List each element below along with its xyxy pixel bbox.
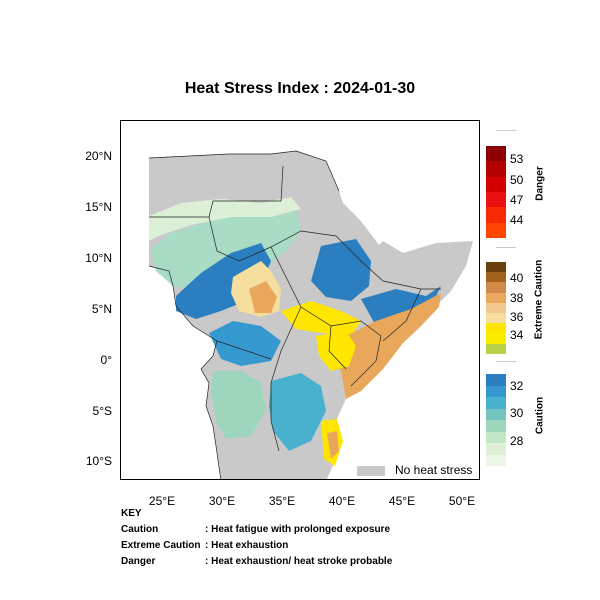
danger-color-step	[486, 191, 506, 208]
key-term: Caution	[121, 524, 159, 535]
caution-color-step	[486, 397, 506, 409]
no-heat-stress-swatch	[357, 466, 385, 476]
southsudan-yellow	[281, 301, 361, 336]
sahel-light-caution	[151, 209, 301, 291]
colorbar-danger	[486, 146, 506, 238]
extreme-tick: 40	[510, 271, 524, 285]
tanzania-orange	[327, 431, 339, 459]
caution-color-step	[486, 420, 506, 432]
no-heat-stress-label: No heat stress	[395, 463, 473, 477]
extreme-color-step	[486, 262, 506, 273]
danger-tick: 44	[510, 213, 524, 227]
caution-title: Caution	[534, 396, 546, 435]
lon-tick: 35°E	[268, 494, 296, 508]
extreme-color-step	[486, 292, 506, 303]
colorbar-low-rule	[496, 361, 516, 362]
caution-color-step	[486, 408, 506, 420]
caution-color-step	[486, 454, 506, 466]
west-blue-caution	[209, 321, 281, 366]
danger-tick: 47	[510, 193, 524, 207]
lat-tick: 5°N	[91, 302, 112, 316]
kenya-yellow	[316, 331, 356, 371]
lat-tick: 20°N	[85, 149, 112, 163]
caution-color-step	[486, 385, 506, 397]
lon-tick: 45°E	[388, 494, 416, 508]
sahel-pale-band	[149, 197, 301, 241]
key-term: Danger	[121, 556, 156, 567]
red-sea	[339, 191, 383, 245]
caution-tick: 32	[510, 379, 524, 393]
map-title: Heat Stress Index : 2024-01-30	[184, 80, 416, 97]
congo-blue	[269, 373, 326, 451]
extreme-color-step	[486, 272, 506, 283]
lat-tick: 10°S	[85, 454, 112, 468]
extreme-tick: 34	[510, 328, 524, 342]
lat-tick: 10°N	[85, 251, 112, 265]
caution-color-step	[486, 431, 506, 443]
extreme-color-step	[486, 313, 506, 324]
danger-color-step	[486, 161, 506, 177]
danger-color-step	[486, 176, 506, 192]
horn-orange	[326, 293, 441, 399]
danger-color-step	[486, 222, 506, 238]
colorbar-mid-rule	[496, 247, 516, 248]
caution-color-step	[486, 443, 506, 455]
extreme-color-step	[486, 343, 506, 354]
map-canvas	[148, 150, 473, 479]
sahel-blue-caution	[176, 243, 271, 319]
extreme-color-step	[486, 333, 506, 344]
danger-tick: 53	[510, 152, 524, 166]
extreme-tick: 38	[510, 291, 524, 305]
caution-color-step	[486, 374, 506, 386]
extreme-tick: 36	[510, 310, 524, 324]
key-term: Extreme Caution	[121, 540, 201, 551]
lon-tick: 25°E	[148, 494, 176, 508]
danger-color-step	[486, 146, 506, 162]
country-borders	[148, 150, 441, 479]
caution-tick: 28	[510, 434, 524, 448]
lat-tick: 15°N	[85, 200, 112, 214]
ethiopia-blue	[311, 239, 371, 301]
key-desc: : Heat exhaustion/ heat stroke probable	[205, 556, 393, 567]
colorbar-extreme-caution	[486, 262, 506, 354]
horn-blue	[361, 286, 441, 326]
key-desc: : Heat exhaustion	[205, 540, 289, 551]
extreme-color-step	[486, 302, 506, 314]
map-frame	[120, 120, 480, 480]
central-orange-core	[249, 281, 277, 313]
key-desc: : Heat fatigue with prolonged exposure	[205, 524, 391, 535]
danger-title: Danger	[534, 166, 546, 201]
colorbar-top-rule	[496, 130, 516, 131]
danger-tick: 50	[510, 173, 524, 187]
congo-light-caution	[211, 371, 266, 439]
lon-tick: 50°E	[448, 494, 476, 508]
extreme-caution-title: Extreme Caution	[533, 259, 545, 340]
key-heading: KEY	[121, 508, 142, 519]
extreme-color-step	[486, 282, 506, 293]
caution-tick: 30	[510, 406, 524, 420]
lon-tick: 40°E	[328, 494, 356, 508]
lon-tick: 30°E	[208, 494, 236, 508]
extreme-color-step	[486, 323, 506, 334]
lat-tick: 5°S	[92, 404, 112, 418]
danger-color-step	[486, 207, 506, 223]
colorbar-caution	[486, 374, 506, 466]
lat-tick: 0°	[100, 353, 112, 367]
